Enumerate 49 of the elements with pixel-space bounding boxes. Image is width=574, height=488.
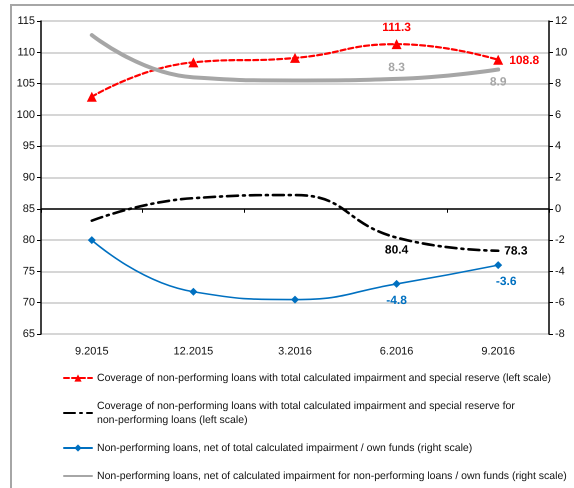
y2-tick-label: 6 xyxy=(555,108,562,121)
point xyxy=(188,57,198,68)
data-label: 111.3 xyxy=(382,20,412,34)
data-label: 80.4 xyxy=(384,242,409,257)
y-tick-label: 75 xyxy=(22,265,35,278)
x-tick-label: 12.2015 xyxy=(174,346,214,358)
y-tick-label: 65 xyxy=(22,328,35,340)
y-tick-label: 80 xyxy=(22,234,35,246)
data-label: -4.8 xyxy=(386,292,408,307)
x-tick-label: 3.2016 xyxy=(278,346,312,358)
legend-label: Coverage of non-performing loans with total calculated impairment and special reserve for non-performing loans (left scale) xyxy=(97,400,518,426)
legend-label: Coverage of non-performing loans with total calculated impairment and special reserve (left scale) xyxy=(97,372,552,384)
point xyxy=(291,296,299,304)
y2-tick-label: 8 xyxy=(555,78,562,90)
legend-label: Non-performing loans, net of total calculated impairment / own funds (right scale) xyxy=(97,442,472,454)
y2-tick-label: 10 xyxy=(555,46,568,58)
y-tick-label: 100 xyxy=(16,108,35,121)
y-tick-label: 70 xyxy=(22,296,35,309)
point xyxy=(494,261,502,270)
y2-tick-label: -8 xyxy=(555,328,565,340)
point xyxy=(392,280,401,288)
x-tick-label: 9.2015 xyxy=(74,346,109,358)
y2-tick-label: -4 xyxy=(555,265,565,278)
x-tick-label: 9.2016 xyxy=(481,346,516,358)
y2-tick-label: -6 xyxy=(555,296,565,309)
point xyxy=(392,39,402,50)
y2-tick-label: 2 xyxy=(555,172,562,184)
y2-tick-label: 4 xyxy=(555,140,562,152)
data-label: 8.3 xyxy=(388,60,406,74)
point xyxy=(88,236,96,244)
data-label: 78.3 xyxy=(504,244,528,258)
data-label: -3.6 xyxy=(496,274,517,288)
y2-tick-label: 12 xyxy=(555,15,568,27)
data-label: 8.9 xyxy=(490,74,507,89)
point xyxy=(493,54,504,65)
y-tick-label: 110 xyxy=(17,46,35,58)
point xyxy=(86,92,97,102)
y-tick-label: 95 xyxy=(22,140,35,152)
y2-tick-label: 0 xyxy=(555,202,562,215)
point xyxy=(290,52,300,63)
y-tick-label: 85 xyxy=(22,202,35,215)
y-tick-label: 105 xyxy=(16,78,35,90)
y2-tick-label: -2 xyxy=(555,234,565,246)
data-label: 108.8 xyxy=(509,52,540,67)
y-tick-label: 115 xyxy=(17,15,35,27)
y-tick-label: 90 xyxy=(22,172,35,184)
legend-label: Non-performing loans, net of calculated impairment for non-performing loans / own funds (right scale) xyxy=(97,470,567,482)
point xyxy=(189,288,198,296)
x-tick-label: 6.2016 xyxy=(380,346,414,358)
